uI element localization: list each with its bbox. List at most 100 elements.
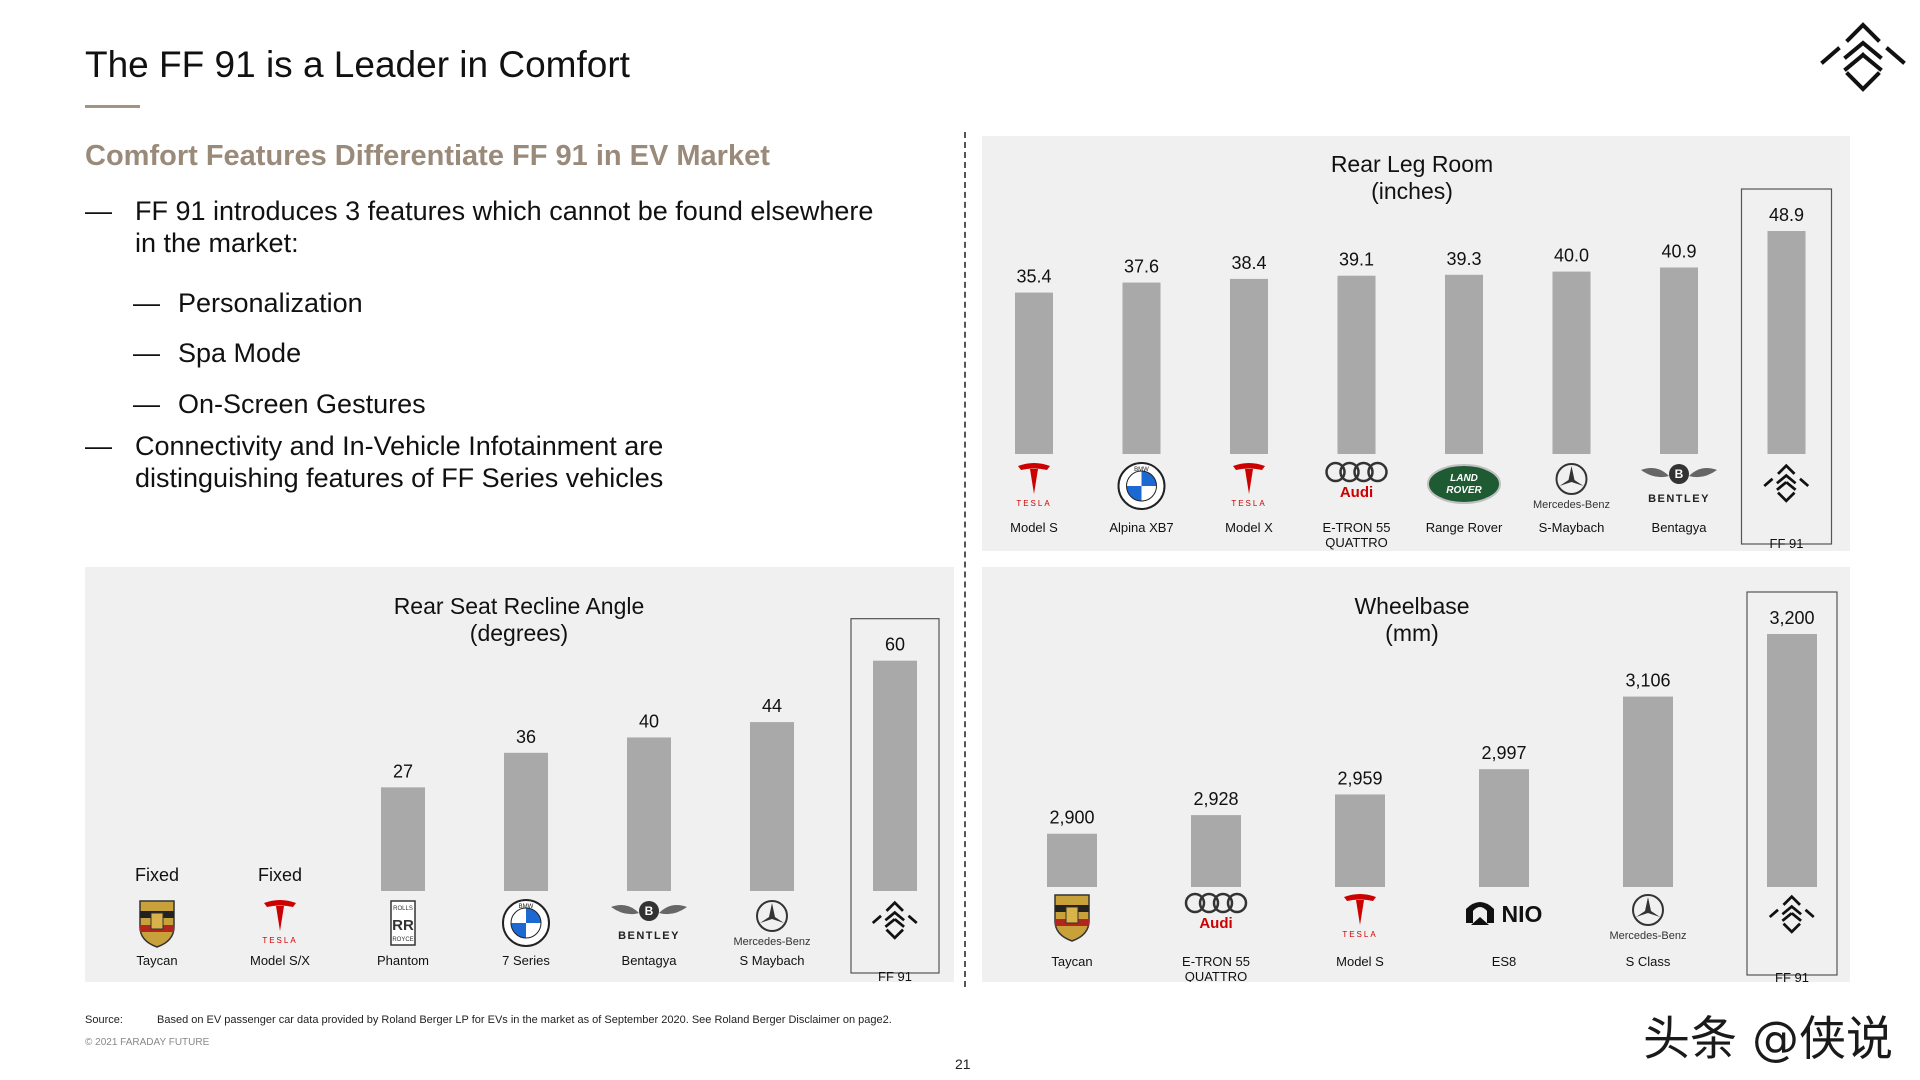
rollsroyce-logo: ROLLS RR ROYCE [390, 900, 416, 946]
data-label: Fixed [258, 865, 302, 885]
bullet-text: Spa Mode [178, 338, 302, 368]
bar-group: 38.4 TESLA Model X [1225, 253, 1273, 535]
data-label: 3,106 [1625, 671, 1670, 691]
nio-logo: NIO [1466, 901, 1542, 927]
bentley-b: B [1675, 467, 1684, 481]
bullet-text: Connectivity and In-Vehicle Infotainment… [135, 431, 664, 461]
data-label: 39.1 [1339, 250, 1374, 270]
audi-wordmark: Audi [1199, 915, 1232, 932]
bar-group: 48.9 FF 91 [1740, 188, 1833, 551]
page-title: The FF 91 is a Leader in Comfort [85, 44, 630, 85]
highlight-box [850, 618, 940, 974]
chart-bar [381, 787, 425, 891]
nio-wordmark: NIO [1502, 901, 1543, 927]
data-label: 40.0 [1554, 246, 1589, 266]
chart-bar [504, 752, 548, 891]
wheelbase-chart: Wheelbase(mm) 2,900 Taycan 2,928 Audi E-TRON … [1047, 591, 1838, 982]
category-label: Model S [1010, 520, 1058, 535]
category-label: E-TRON 55 [1323, 520, 1391, 535]
mercedes-wordmark: Mercedes-Benz [1609, 930, 1686, 942]
bar-group: 40.0 Mercedes-Benz S-Maybach [1533, 246, 1610, 535]
vertical-divider [964, 132, 966, 987]
tesla-wordmark: TESLA [1016, 499, 1051, 508]
bentley-logo: B BENTLEY [611, 901, 687, 942]
category-label: FF 91 [1770, 536, 1804, 551]
rear-seat-recline-chart: Rear Seat Recline Angle(degrees) Fixed Tay… [135, 593, 940, 982]
bar-group: Fixed Taycan [135, 865, 179, 968]
ff-logo [1768, 894, 1815, 934]
chart-bar [1015, 292, 1053, 454]
category-label: S-Maybach [1539, 520, 1605, 535]
chart-title: Wheelbase [1354, 593, 1469, 619]
category-label: Alpina XB7 [1109, 520, 1173, 535]
chart-bar [1335, 794, 1385, 887]
chart-bar [1047, 833, 1097, 887]
chart-subtitle: (degrees) [470, 620, 568, 646]
bentley-wordmark: BENTLEY [1648, 493, 1710, 505]
title-underline [85, 105, 140, 108]
data-label: 48.9 [1769, 205, 1804, 225]
source-text: Based on EV passenger car data provided … [157, 1014, 892, 1026]
bar-group: 40 B BENTLEY Bentagya [611, 711, 687, 968]
bentley-logo: B BENTLEY [1641, 464, 1717, 505]
audi-logo: Audi [1325, 461, 1388, 501]
mercedes-logo: Mercedes-Benz [1533, 463, 1610, 511]
bar-group: 37.6 BMW Alpina XB7 [1109, 257, 1173, 535]
bar-group: 40.9 B BENTLEY Bentagya [1641, 241, 1717, 535]
bar-group: 27 ROLLS RR ROYCE Phantom [377, 761, 429, 968]
watermark: 头条 @侠说 [1643, 1012, 1893, 1067]
data-label: 38.4 [1231, 253, 1266, 273]
bmw-logo: BMW [502, 899, 550, 947]
data-label: 3,200 [1769, 608, 1814, 628]
bullet-dash: — [133, 288, 160, 318]
audi-wordmark: Audi [1340, 484, 1373, 501]
category-label: S Class [1626, 954, 1671, 969]
bar-group: 44 Mercedes-Benz S Maybach [733, 696, 810, 968]
mercedes-logo: Mercedes-Benz [733, 900, 811, 948]
chart-bar [1479, 769, 1529, 887]
data-label: 35.4 [1016, 267, 1051, 287]
data-label: 2,959 [1337, 768, 1382, 788]
bar-group: 2,900 Taycan [1047, 808, 1097, 969]
bentley-wordmark: BENTLEY [618, 930, 680, 942]
data-label: 27 [393, 761, 413, 781]
category-label: QUATTRO [1185, 969, 1248, 982]
category-label: S Maybach [739, 953, 804, 968]
chart-bar [1660, 267, 1698, 454]
bar-group: 2,997 NIO ES8 [1466, 743, 1542, 969]
page-number: 21 [955, 1056, 971, 1072]
tesla-wordmark: TESLA [1231, 499, 1266, 508]
category-label: Taycan [1051, 954, 1092, 969]
rolls-royce-monogram: RR [392, 917, 414, 934]
chart-bar [1445, 274, 1483, 454]
mercedes-wordmark: Mercedes-Benz [733, 936, 810, 948]
mercedes-logo: Mercedes-Benz [1609, 894, 1687, 942]
category-label: Model X [1225, 520, 1273, 535]
chart-subtitle: (mm) [1385, 620, 1439, 646]
data-label: 40 [639, 711, 659, 731]
data-label: 40.9 [1661, 241, 1696, 261]
bullet-text: in the market: [135, 228, 299, 258]
data-label: 2,928 [1193, 789, 1238, 809]
category-label: E-TRON 55 [1182, 954, 1250, 969]
bar-group: Fixed TESLA Model S/X [250, 865, 310, 968]
bullet-text: Personalization [178, 288, 363, 318]
highlight-box [1740, 188, 1833, 545]
porsche-logo [1054, 894, 1090, 942]
chart-bar [750, 722, 794, 891]
tesla-wordmark: TESLA [1342, 930, 1377, 939]
bar-group: 60 FF 91 [850, 618, 940, 982]
chart-subtitle: (inches) [1371, 178, 1453, 204]
category-label: 7 Series [502, 953, 550, 968]
tesla-logo: TESLA [1231, 463, 1266, 508]
rear-seat-recline-panel: Rear Seat Recline Angle (degrees) Fixed Tay… [85, 567, 954, 982]
bullet-text: distinguishing features of FF Series veh… [135, 463, 664, 493]
chart-bar [1191, 815, 1241, 887]
chart-title: Rear Seat Recline Angle [394, 593, 645, 619]
land-rover-wordmark: ROVER [1446, 485, 1482, 496]
category-label: Phantom [377, 953, 429, 968]
section-subtitle: Comfort Features Differentiate FF 91 in … [85, 140, 770, 172]
porsche-logo [139, 900, 175, 948]
wheelbase-panel: Wheelbase (mm) 2,900 Taycan 2,928 Audi E-TRON … [982, 567, 1850, 982]
data-label: 39.3 [1446, 249, 1481, 269]
